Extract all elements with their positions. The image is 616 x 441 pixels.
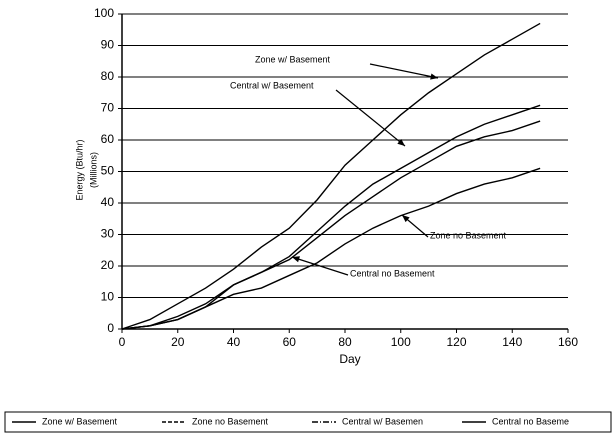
x-axis-label: Day — [339, 352, 360, 366]
x-tick-label: 160 — [558, 335, 578, 349]
series-line — [121, 120, 541, 330]
y-tick-label: 50 — [101, 164, 115, 178]
annotation: Central no Basement — [350, 268, 435, 278]
legend-label: Central w/ Basemen — [342, 416, 423, 426]
legend-label: Zone no Basement — [192, 416, 269, 426]
y-tick-label: 30 — [101, 227, 115, 241]
x-tick-label: 100 — [391, 335, 411, 349]
y-tick-label: 90 — [101, 38, 115, 52]
arrow-head — [430, 73, 438, 80]
annotation: Zone no Basement — [430, 230, 507, 240]
x-tick-label: 20 — [171, 335, 185, 349]
x-tick-label: 0 — [119, 335, 126, 349]
y-tick-label: 10 — [101, 290, 115, 304]
annotation: Central w/ Basement — [230, 80, 314, 90]
x-tick-label: 40 — [227, 335, 241, 349]
y-tick-label: 0 — [107, 321, 114, 335]
y-axis-label: (Millions) — [88, 152, 98, 188]
y-axis-label: Energy (Btu/hr) — [74, 139, 84, 200]
annotation-arrow — [335, 89, 406, 147]
series-line — [121, 22, 541, 330]
series-line — [121, 167, 541, 330]
legend-label: Zone w/ Basement — [42, 416, 118, 426]
y-tick-label: 60 — [101, 132, 115, 146]
x-tick-label: 80 — [338, 335, 352, 349]
arrow-head — [292, 256, 300, 263]
x-tick-label: 120 — [446, 335, 466, 349]
annotation: Zone w/ Basement — [255, 54, 331, 64]
y-tick-label: 40 — [101, 195, 115, 209]
y-tick-label: 100 — [94, 6, 114, 20]
x-tick-label: 140 — [502, 335, 522, 349]
arrow-head — [402, 215, 410, 223]
arrow-head — [397, 138, 405, 146]
legend-box — [4, 411, 612, 433]
series-line — [121, 104, 541, 330]
legend-label: Central no Baseme — [492, 416, 569, 426]
y-tick-label: 80 — [101, 69, 115, 83]
x-tick-label: 60 — [283, 335, 297, 349]
y-tick-label: 20 — [101, 258, 115, 272]
y-tick-label: 70 — [101, 101, 115, 115]
annotation-arrow — [369, 63, 439, 79]
annotation-arrow — [291, 256, 349, 276]
